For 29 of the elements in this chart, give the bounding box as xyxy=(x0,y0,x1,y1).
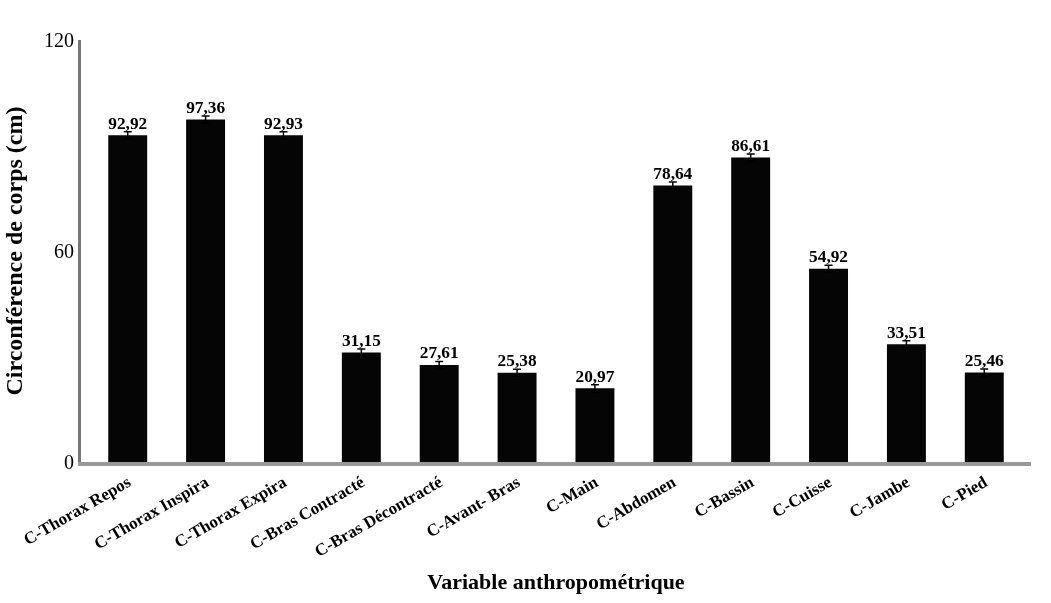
bar xyxy=(341,352,381,462)
data-label: 33,51 xyxy=(886,322,926,342)
bar xyxy=(186,119,226,462)
y-tick-label: 120 xyxy=(44,29,74,51)
bar xyxy=(809,268,849,462)
y-tick-label: 60 xyxy=(54,240,74,262)
bar xyxy=(575,388,615,462)
data-label: 25,46 xyxy=(964,351,1005,371)
data-label: 78,64 xyxy=(653,163,693,183)
data-label: 97,36 xyxy=(186,98,226,118)
x-axis-title: Variable anthropométrique xyxy=(427,569,685,595)
data-label: 20,97 xyxy=(575,366,615,386)
data-label: 25,38 xyxy=(497,351,537,371)
data-label: 54,92 xyxy=(809,247,848,267)
y-axis-title: Circonférence de corps (cm) xyxy=(1,106,28,396)
data-label: 92,93 xyxy=(264,113,304,133)
bar xyxy=(731,157,771,462)
data-label: 92,92 xyxy=(108,113,148,133)
bar xyxy=(886,344,926,462)
data-label: 86,61 xyxy=(731,135,771,155)
y-tick-label: 0 xyxy=(64,451,74,473)
data-label: 27,61 xyxy=(419,343,459,363)
bar xyxy=(108,135,148,462)
bar xyxy=(653,185,693,462)
data-label: 31,15 xyxy=(341,331,382,350)
bar xyxy=(419,364,459,462)
bar xyxy=(497,372,537,462)
bar xyxy=(964,372,1004,462)
bar xyxy=(263,135,303,462)
